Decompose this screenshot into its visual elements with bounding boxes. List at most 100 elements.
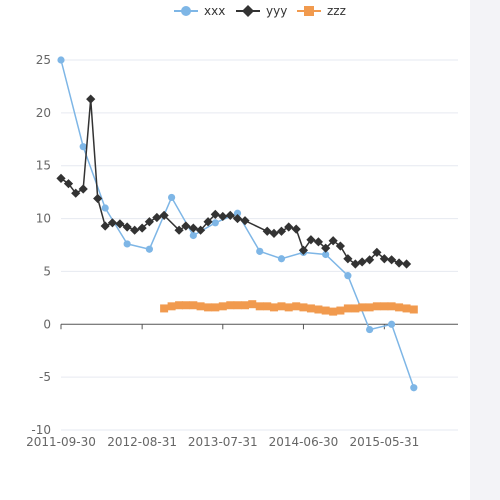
x-tick-label: 2012-08-31	[107, 435, 177, 449]
data-point-yyy	[130, 225, 140, 235]
data-point-zzz	[204, 303, 213, 312]
data-point-yyy	[313, 237, 324, 247]
data-point-xxx	[233, 209, 242, 217]
data-point-yyy	[269, 228, 279, 238]
axes: -10 -5 0 5 10 15 20 25 2011-09-30 2012-08-31 2013-…	[26, 53, 458, 449]
data-point-xxx	[410, 384, 418, 392]
data-point-yyy	[335, 241, 345, 251]
legend-item-xxx[interactable]: xxx	[174, 4, 225, 18]
data-point-xxx	[101, 204, 109, 212]
data-point-zzz	[336, 306, 345, 315]
data-point-xxx	[277, 255, 286, 263]
data-point-yyy	[218, 211, 228, 222]
legend-label: yyy	[266, 4, 287, 18]
data-point-zzz	[409, 305, 418, 314]
data-point-yyy	[56, 173, 66, 183]
data-point-yyy	[298, 245, 309, 255]
data-point-xxx	[387, 320, 396, 328]
data-point-yyy	[144, 217, 154, 227]
data-point-yyy	[306, 235, 316, 245]
data-point-yyy	[86, 94, 96, 104]
data-point-zzz	[211, 303, 220, 312]
y-tick-label: -10	[31, 423, 51, 437]
data-point-yyy	[137, 223, 147, 233]
data-point-zzz	[263, 302, 272, 311]
data-point-xxx	[57, 56, 65, 64]
data-point-yyy	[365, 255, 375, 265]
data-point-yyy	[225, 210, 235, 220]
data-point-zzz	[314, 305, 323, 314]
data-point-yyy	[71, 188, 81, 198]
y-tick-label: 15	[36, 159, 51, 173]
data-point-xxx	[145, 245, 153, 253]
legend-marker	[304, 6, 314, 16]
data-point-zzz	[196, 302, 205, 311]
series-yyy	[56, 94, 412, 269]
data-point-zzz	[292, 302, 301, 311]
data-point-zzz	[306, 304, 315, 313]
data-point-zzz	[218, 302, 227, 311]
data-point-zzz	[402, 304, 411, 313]
data-point-yyy	[210, 209, 220, 219]
data-point-yyy	[386, 255, 397, 265]
y-tick-label: 5	[43, 264, 51, 278]
y-tick-label: 20	[36, 106, 51, 120]
data-point-xxx	[79, 143, 87, 151]
data-point-yyy	[343, 254, 353, 264]
data-point-xxx	[344, 272, 352, 280]
data-point-xxx	[322, 250, 330, 259]
legend-label: zzz	[327, 4, 346, 18]
series-zzz	[160, 300, 418, 316]
data-point-yyy	[107, 218, 118, 228]
data-point-xxx	[167, 193, 176, 202]
data-point-xxx	[123, 240, 131, 248]
chart-panel: xxx yyy zzz -10 -5 0 5 10 15 20 25 2011-09-30 2012-…	[0, 0, 470, 500]
data-point-yyy	[357, 257, 367, 267]
legend-item-yyy[interactable]: yyy	[236, 4, 287, 18]
data-point-yyy	[394, 258, 404, 268]
data-point-yyy	[100, 221, 110, 231]
grid	[61, 59, 458, 431]
data-point-zzz	[365, 303, 374, 312]
data-point-yyy	[401, 259, 412, 269]
data-point-yyy	[284, 222, 294, 232]
data-point-zzz	[277, 302, 286, 311]
data-point-yyy	[63, 179, 74, 189]
data-point-zzz	[160, 304, 169, 313]
data-point-zzz	[255, 302, 264, 311]
data-point-zzz	[395, 303, 404, 312]
data-point-zzz	[284, 303, 293, 312]
data-point-yyy	[321, 243, 331, 253]
data-point-zzz	[189, 301, 198, 310]
data-point-yyy	[122, 222, 132, 232]
legend: xxx yyy zzz	[174, 4, 346, 18]
y-tick-label: 10	[36, 212, 51, 226]
data-point-yyy	[78, 184, 88, 194]
data-point-zzz	[226, 301, 235, 310]
data-point-zzz	[372, 302, 381, 311]
data-point-zzz	[181, 301, 190, 310]
data-point-yyy	[276, 226, 287, 236]
data-point-xxx	[211, 219, 219, 227]
data-point-xxx	[189, 231, 197, 240]
legend-item-zzz[interactable]: zzz	[297, 4, 346, 18]
legend-label: xxx	[204, 4, 225, 18]
data-point-zzz	[329, 307, 338, 316]
data-point-zzz	[343, 304, 352, 313]
data-point-zzz	[241, 301, 250, 310]
data-point-yyy	[350, 259, 360, 269]
data-point-zzz	[269, 303, 278, 312]
data-point-yyy	[232, 213, 243, 224]
data-point-yyy	[152, 212, 162, 223]
data-point-xxx	[256, 247, 264, 255]
data-point-yyy	[240, 216, 250, 226]
series-layer	[56, 56, 418, 392]
data-point-zzz	[167, 302, 176, 311]
data-point-zzz	[358, 303, 367, 312]
data-point-yyy	[203, 217, 213, 227]
data-point-yyy	[93, 193, 103, 204]
y-tick-label: -5	[39, 370, 51, 384]
data-point-yyy	[181, 221, 191, 231]
data-point-zzz	[248, 300, 257, 309]
x-tick-label: 2015-05-31	[349, 435, 419, 449]
